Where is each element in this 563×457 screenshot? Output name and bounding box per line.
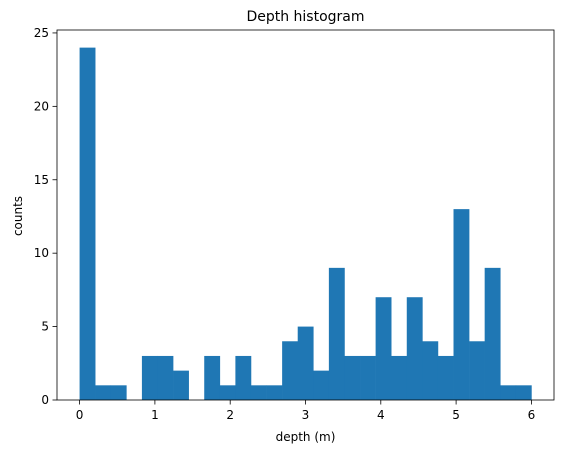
x-tick-label: 3 — [302, 408, 310, 422]
histogram-bar — [484, 267, 501, 400]
histogram-bar — [204, 355, 221, 400]
histogram-bar — [79, 47, 96, 401]
histogram-bar — [219, 385, 236, 400]
histogram-bar — [110, 385, 127, 400]
y-axis-label: counts — [11, 196, 25, 236]
histogram-bar — [266, 385, 283, 400]
x-tick-label: 4 — [377, 408, 385, 422]
x-tick-label: 2 — [226, 408, 234, 422]
x-tick-label: 6 — [528, 408, 536, 422]
histogram-bar — [453, 209, 470, 400]
y-tick-label: 20 — [34, 99, 49, 113]
histogram-bar — [297, 326, 314, 400]
histogram-bar — [515, 385, 532, 400]
y-tick-label: 15 — [34, 173, 49, 187]
y-tick-label: 5 — [41, 320, 49, 334]
histogram-bar — [250, 385, 267, 400]
histogram-bar — [406, 297, 423, 400]
histogram-bar — [95, 385, 112, 400]
histogram-bar — [344, 355, 361, 400]
histogram-bar — [469, 341, 485, 400]
histogram-bar — [173, 370, 189, 400]
chart-title: Depth histogram — [246, 9, 364, 25]
axes-layer: 0 1 2 3 4 5 6 0 5 10 15 20 25 — [34, 26, 555, 422]
histogram-bar — [437, 355, 454, 400]
histogram-bar — [422, 341, 439, 400]
bars-layer — [79, 47, 532, 401]
y-tick-label: 25 — [34, 26, 49, 40]
x-axis-label: depth (m) — [276, 430, 336, 444]
x-tick-label: 0 — [76, 408, 84, 422]
histogram-bar — [313, 370, 330, 400]
histogram-bar — [141, 355, 158, 400]
histogram-bar — [375, 297, 392, 400]
histogram-bar — [235, 355, 252, 400]
y-tick-label: 0 — [41, 393, 49, 407]
y-tick-label: 10 — [34, 246, 49, 260]
histogram-bar — [391, 355, 408, 400]
x-tick-label: 5 — [452, 408, 460, 422]
x-tick-label: 1 — [151, 408, 159, 422]
histogram-bar — [157, 355, 174, 400]
histogram-bar — [360, 355, 376, 400]
histogram-bar — [328, 267, 345, 400]
histogram-bar — [282, 341, 299, 400]
histogram-bar — [500, 385, 517, 400]
